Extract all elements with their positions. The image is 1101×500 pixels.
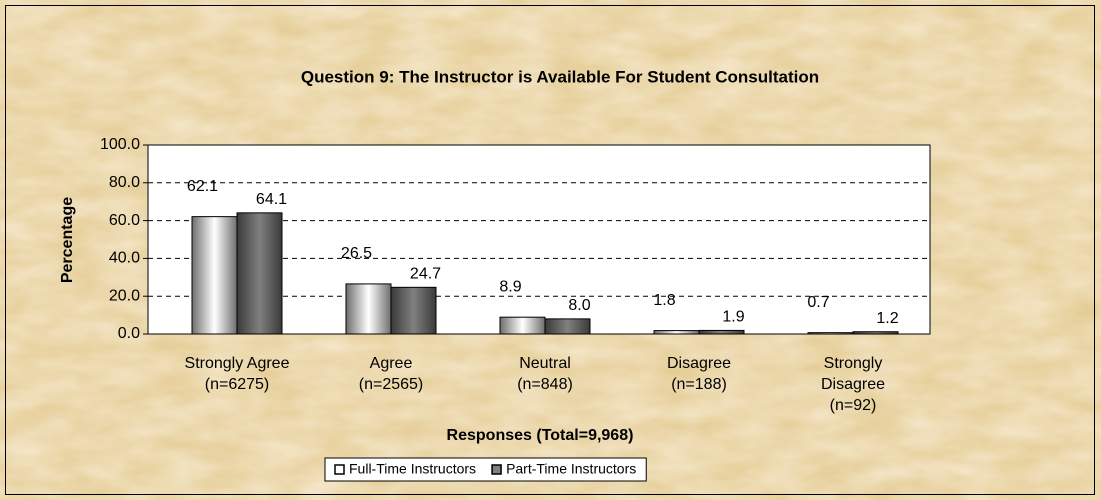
data-label: 1.9 [722, 309, 744, 326]
legend-label: Part-Time Instructors [506, 461, 636, 477]
bar [236, 212, 283, 335]
data-label: 26.5 [341, 245, 372, 262]
bar [653, 330, 700, 335]
x-tick-label: Disagree [821, 376, 885, 393]
y-tick-label: 100.0 [100, 136, 140, 153]
x-tick-label: Neutral [519, 355, 571, 372]
y-tick-label: 60.0 [109, 212, 140, 229]
y-tick-label: 0.0 [118, 325, 140, 342]
y-axis-title: Percentage [59, 197, 76, 283]
y-tick-label: 20.0 [109, 287, 140, 304]
bar [544, 318, 591, 335]
bar [499, 316, 546, 335]
bar [698, 329, 745, 335]
legend-swatch [334, 464, 345, 475]
x-tick-label: (n=188) [671, 376, 727, 393]
y-tick-label: 80.0 [109, 174, 140, 191]
chart-border [5, 5, 1095, 495]
bar [191, 216, 238, 335]
y-tick-label: 40.0 [109, 250, 140, 267]
bar [345, 283, 392, 335]
x-tick-label: Strongly Agree [185, 355, 290, 372]
x-tick-label: Strongly [824, 355, 883, 372]
x-tick-label: (n=848) [517, 376, 573, 393]
x-tick-label: Agree [370, 355, 413, 372]
data-label: 1.8 [653, 292, 675, 309]
data-label: 24.7 [410, 266, 441, 283]
legend-swatch [491, 464, 502, 475]
data-label: 64.1 [256, 191, 287, 208]
bar [390, 286, 437, 335]
data-label: 0.7 [807, 294, 829, 311]
legend-box [324, 457, 647, 482]
data-label: 62.1 [187, 178, 218, 195]
legend-label: Full-Time Instructors [349, 461, 476, 477]
chart-title: Question 9: The Instructor is Available … [301, 67, 819, 86]
x-tick-label: (n=2565) [359, 376, 424, 393]
data-label: 8.9 [499, 278, 521, 295]
x-tick-label: Disagree [667, 355, 731, 372]
legend: Full-Time Instructors Part-Time Instructo… [324, 457, 647, 482]
x-tick-label: (n=92) [830, 397, 877, 414]
x-axis-title: Responses (Total=9,968) [447, 427, 634, 444]
data-label: 8.0 [568, 297, 590, 314]
x-tick-label: (n=6275) [205, 376, 270, 393]
data-label: 1.2 [876, 310, 898, 327]
